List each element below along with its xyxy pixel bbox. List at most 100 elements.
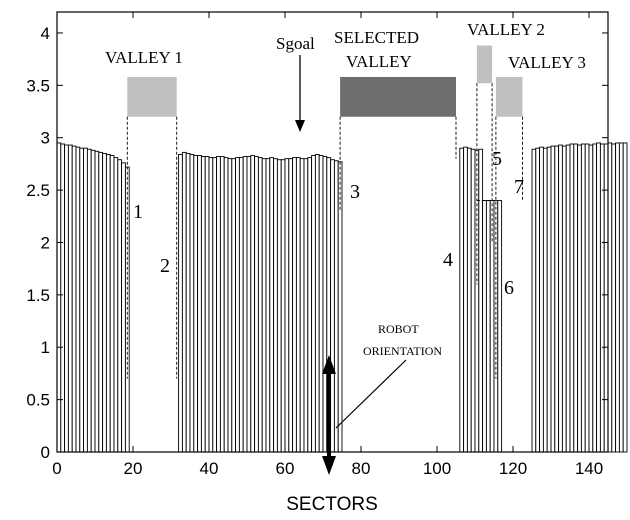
sector-bar (75, 146, 81, 453)
sector-bar (121, 162, 126, 453)
sector-bar (618, 142, 624, 453)
sector-bar (314, 154, 320, 453)
y-tick-label: 1.5 (26, 286, 50, 305)
sector-bar (227, 158, 233, 453)
x-tick-label: 60 (276, 459, 295, 478)
sector-bar (288, 158, 294, 453)
sector-bar (212, 157, 218, 453)
sector-bar (269, 157, 275, 453)
sector-bar (485, 200, 491, 453)
sector-bar (86, 148, 92, 453)
sector-bar (257, 157, 263, 453)
sector-bar (531, 148, 537, 453)
x-tick-label: 140 (575, 459, 603, 478)
sector-bar (185, 152, 191, 453)
sector-bar (246, 156, 252, 453)
sector-bar (242, 156, 248, 453)
sector-bar (322, 156, 328, 453)
valley-marker (495, 76, 523, 117)
sector-bar (470, 148, 476, 453)
sector-bar (265, 158, 271, 453)
sector-bar (307, 157, 313, 453)
sector-bar (216, 156, 221, 453)
valley-marker (127, 76, 177, 117)
sector-bar (546, 146, 552, 453)
edge-label-2: 2 (160, 255, 170, 277)
sector-bar (261, 158, 267, 453)
x-tick-label: 40 (200, 459, 219, 478)
y-tick-label: 0 (41, 443, 50, 462)
x-axis-label: SECTORS (286, 494, 378, 515)
sector-bar (276, 159, 282, 453)
plot-frame (56, 11, 609, 453)
sector-bar (273, 158, 278, 453)
sector-bar (478, 148, 484, 453)
sector-bar (200, 156, 206, 453)
sector-bar (580, 143, 586, 453)
valley-markers (127, 45, 523, 117)
sector-bar (197, 155, 202, 453)
sector-bar (577, 144, 582, 453)
sector-bar (292, 157, 297, 453)
sector-bar (573, 143, 579, 453)
sector-bar (219, 156, 225, 453)
sector-bar (105, 154, 111, 453)
x-tick-label: 0 (52, 459, 61, 478)
sector-bar (459, 147, 465, 453)
sector-bar (497, 200, 503, 453)
sector-bar (204, 156, 210, 453)
robot-orientation-label-line1: ROBOT (378, 322, 419, 336)
y-tick-label: 2.5 (26, 181, 50, 200)
goal-arrow-head (295, 120, 305, 132)
sector-bar (584, 143, 590, 453)
goal-label: Sgoal (276, 34, 315, 53)
edge-label-1: 1 (133, 201, 143, 223)
sector-bar (117, 159, 123, 453)
robot-orientation-pointer (335, 359, 407, 429)
valley-marker (476, 45, 493, 84)
sector-bar (337, 161, 343, 453)
sector-bar (113, 157, 119, 453)
y-tick-label: 1 (41, 338, 50, 357)
sector-bar (303, 158, 309, 453)
sector-bar (94, 150, 100, 453)
sector-bar (189, 154, 195, 453)
sector-bar (299, 158, 305, 453)
sector-bar (178, 154, 183, 453)
x-tick-label: 100 (423, 459, 451, 478)
sector-bar (64, 144, 69, 453)
sector-bar (235, 157, 240, 453)
sector-bar (611, 143, 617, 453)
y-tick-label: 2 (41, 233, 50, 252)
sector-bar (280, 159, 286, 453)
valley-boundary-lines (126, 83, 523, 379)
sector-bar (558, 144, 563, 453)
selected-valley-label-line1: SELECTED (334, 28, 419, 47)
valley-marker (340, 76, 456, 117)
sector-bar (284, 158, 290, 453)
edge-label-6: 6 (504, 277, 514, 299)
sector-bar (535, 147, 541, 453)
sector-bar (311, 155, 316, 453)
sector-bar (193, 155, 199, 453)
robot-orientation-arrow-head-down (322, 456, 336, 475)
x-tick-label: 120 (499, 459, 527, 478)
sector-bar (71, 145, 77, 453)
edge-label-3: 3 (350, 181, 360, 203)
sector-bar (318, 155, 324, 453)
sector-bar (231, 158, 237, 453)
edge-label-4: 4 (443, 249, 453, 271)
sector-bar (333, 160, 339, 453)
sector-bar (295, 157, 301, 453)
sector-bar (466, 147, 472, 453)
x-tick-label: 20 (124, 459, 143, 478)
sector-bar (561, 145, 567, 453)
sector-bar (539, 146, 544, 453)
sector-bar (181, 151, 187, 453)
sector-bar (238, 157, 244, 453)
y-tick-label: 0.5 (26, 391, 50, 410)
sector-bar (83, 147, 88, 453)
edge-label-5: 5 (492, 148, 502, 170)
sector-bar (542, 147, 548, 453)
